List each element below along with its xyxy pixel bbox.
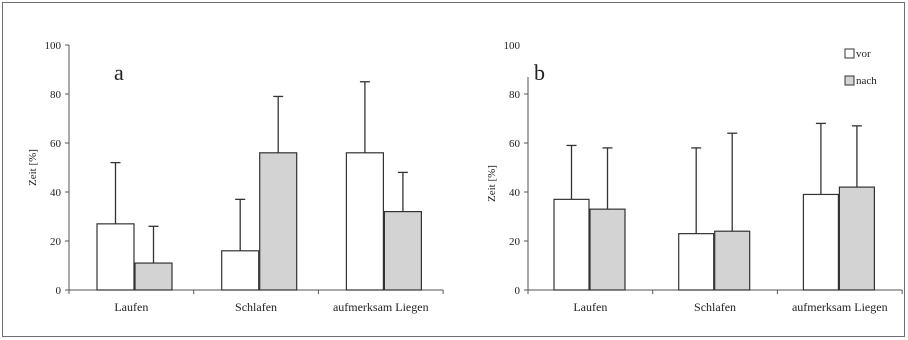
x-category-label: Schlafen [235, 300, 277, 314]
bar-vor [553, 198, 590, 291]
legend-label: nach [856, 75, 877, 87]
x-category-label: Laufen [573, 300, 607, 314]
bar-vor [96, 223, 135, 291]
bar-nach [838, 186, 876, 291]
bar-nach [714, 230, 751, 291]
y-tick-label: 80 [509, 89, 521, 101]
x-category-label: aufmerksam Liegen [792, 300, 888, 314]
y-tick-label: 0 [515, 285, 521, 297]
bar-vor [802, 193, 840, 291]
panel-label: a [114, 60, 124, 85]
y-tick-label: 40 [509, 187, 521, 199]
bar-nach [383, 211, 422, 291]
y-axis-label: Zeit [%] [486, 165, 498, 202]
panel-label: b [534, 60, 545, 85]
y-tick-label: 80 [50, 89, 62, 101]
bar-vor [345, 152, 384, 291]
y-tick-label: 20 [50, 236, 62, 248]
y-tick-label: 40 [50, 187, 62, 199]
y-axis-label: Zeit [%] [27, 149, 39, 186]
x-category-label: Laufen [114, 300, 148, 314]
y-tick-label: 20 [509, 236, 521, 248]
bar-nach [589, 208, 626, 291]
x-category-label: aufmerksam Liegen [333, 300, 429, 314]
y-tick-label: 60 [509, 138, 521, 150]
bar-vor [221, 250, 260, 291]
bar-nach [134, 262, 173, 291]
y-tick-label: 100 [504, 40, 521, 52]
figure-frame: 0 20 40 60 80 100 Zeit [%] a Laufen Schlafen aufme… [2, 2, 905, 337]
chart-svg: 0 20 40 60 80 100 Zeit [%] a Laufen Schlafen aufme… [27, 40, 903, 314]
legend-swatch-nach [844, 75, 855, 86]
x-category-label: Schlafen [694, 300, 736, 314]
legend-swatch-vor [844, 48, 855, 59]
legend-label: vor [856, 48, 871, 60]
bar-nach [259, 152, 298, 291]
bar-vor [678, 233, 715, 291]
y-tick-label: 100 [45, 40, 62, 52]
y-tick-label: 0 [56, 285, 62, 297]
y-tick-label: 60 [50, 138, 62, 150]
